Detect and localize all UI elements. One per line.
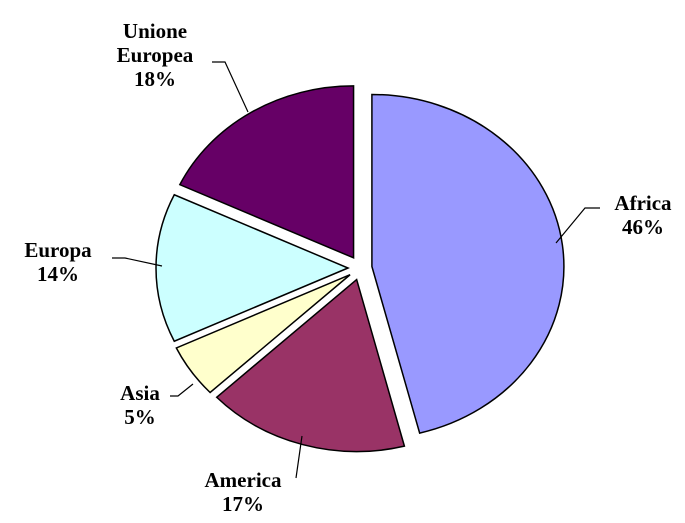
slice-label: Europa 14% xyxy=(0,238,123,286)
category-label: Europa xyxy=(24,238,92,262)
pie-slice xyxy=(371,93,565,434)
category-label: Asia xyxy=(120,381,160,405)
category-label: Africa xyxy=(614,191,672,215)
value-label: 46% xyxy=(622,215,664,239)
leader-line xyxy=(212,61,249,113)
leader-line xyxy=(295,435,303,479)
value-label: 5% xyxy=(124,405,156,429)
leader-line xyxy=(170,383,194,397)
value-label: 17% xyxy=(222,492,264,516)
slice-label: Unione Europea 18% xyxy=(105,19,205,91)
value-label: 14% xyxy=(37,262,79,286)
pie-slice xyxy=(215,278,406,453)
slice-label: Africa 46% xyxy=(578,191,685,239)
slice-label: Asia 5% xyxy=(75,381,205,429)
pie-slice xyxy=(178,85,355,259)
pie-slice xyxy=(155,193,350,343)
leader-line xyxy=(555,207,600,244)
category-label: Unione Europea xyxy=(116,19,194,67)
leader-line xyxy=(112,257,163,267)
slice-label: America 17% xyxy=(178,468,308,516)
category-label: America xyxy=(204,468,282,492)
value-label: 18% xyxy=(134,67,176,91)
pie-slice xyxy=(175,274,351,394)
